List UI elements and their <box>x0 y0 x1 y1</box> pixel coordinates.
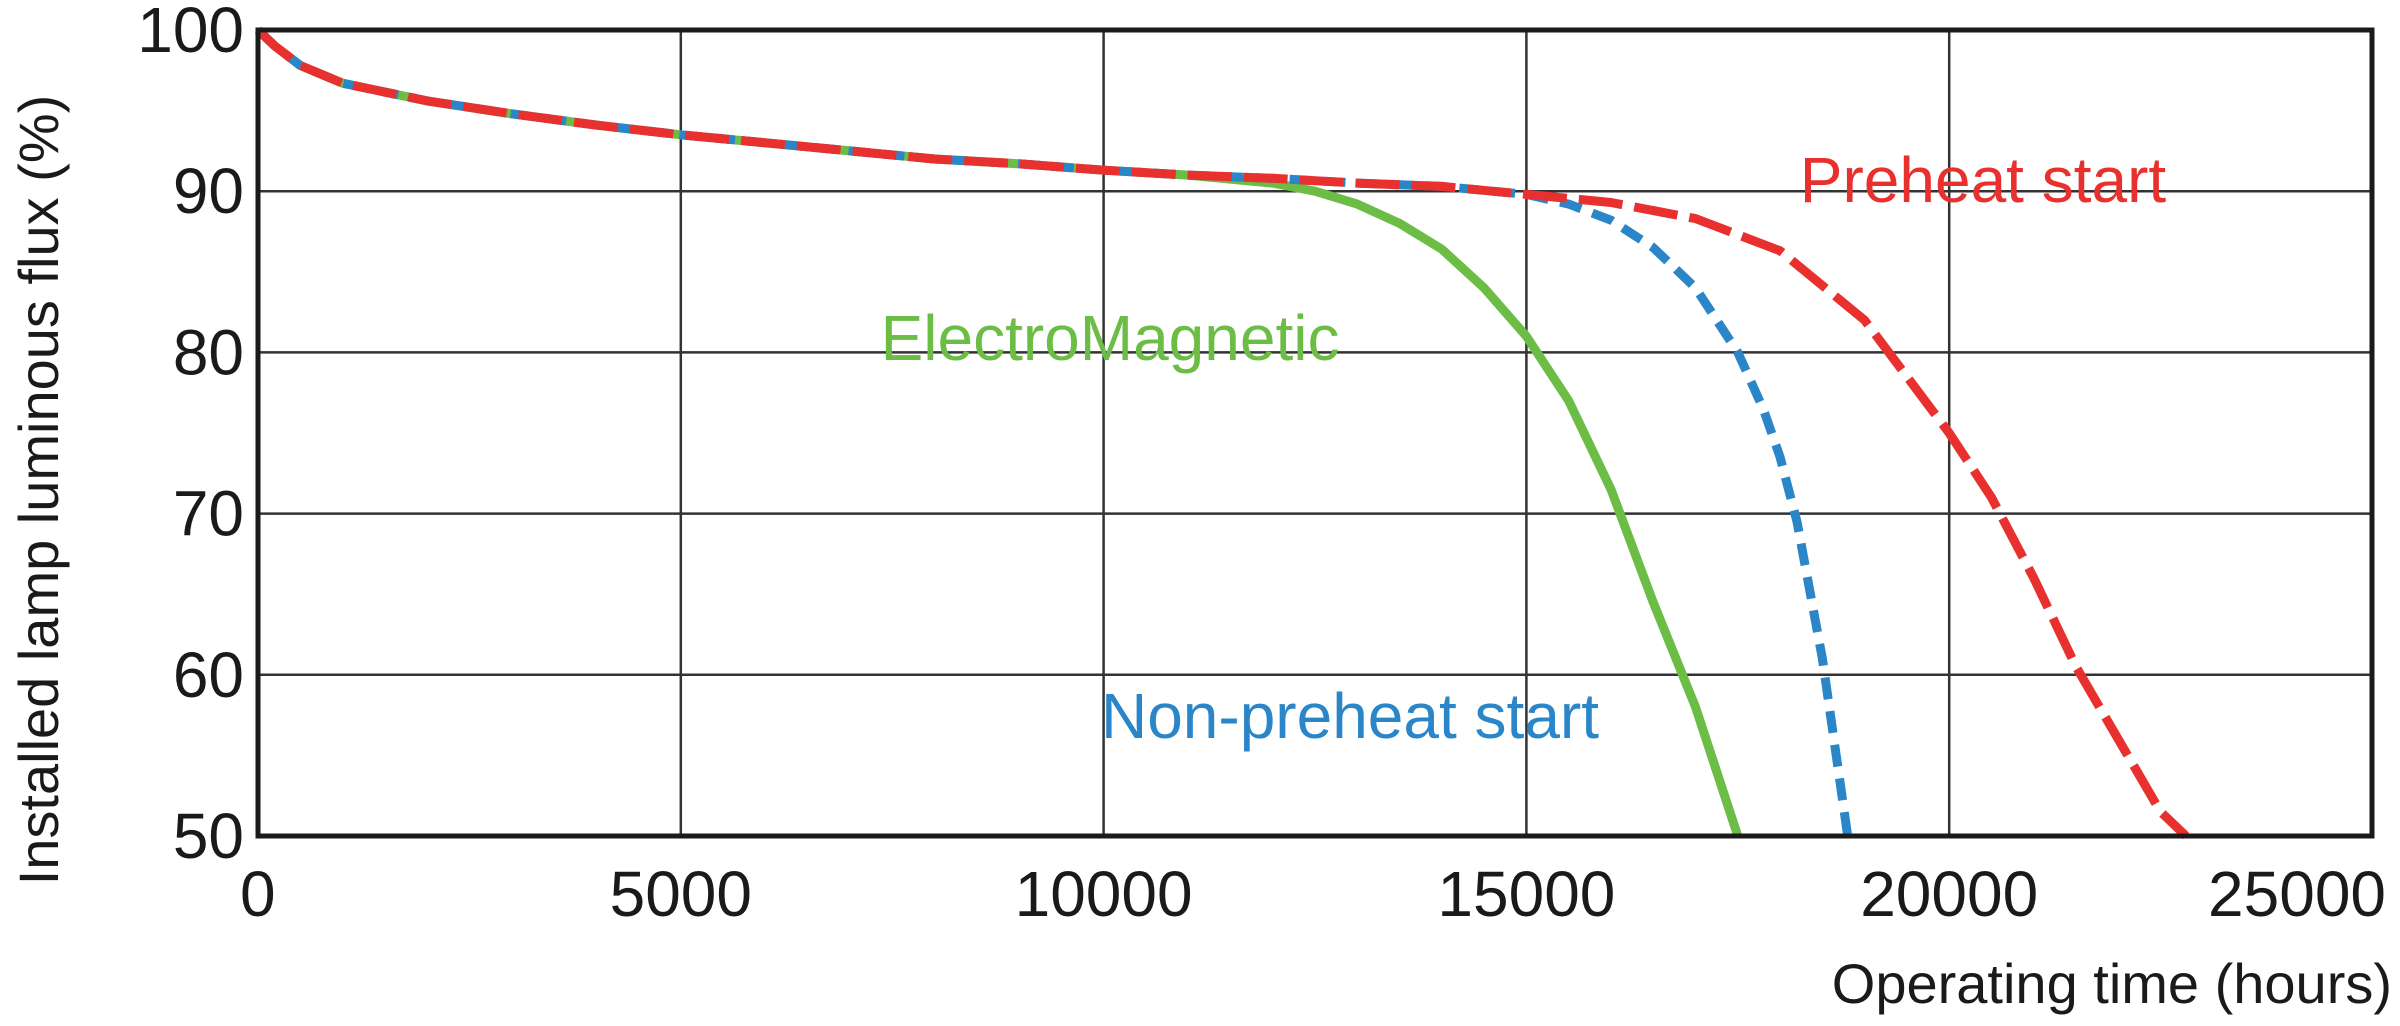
series-lines <box>254 26 2190 840</box>
y-tick-label: 80 <box>173 316 244 388</box>
plot-frame <box>255 27 2375 839</box>
label-electromagnetic: ElectroMagnetic <box>881 302 1340 374</box>
y-tick-label: 70 <box>173 478 244 550</box>
x-tick-label: 0 <box>240 858 276 930</box>
series-line-preheat-start <box>254 26 2190 840</box>
tick-labels: 50 60 70 80 90 100 0 5000 10000 15000 20000 25000 <box>137 0 2386 930</box>
x-tick-label: 25000 <box>2208 858 2386 930</box>
x-axis-title: Operating time (hours) <box>1832 952 2392 1015</box>
series-line-non-preheat-start <box>254 26 1853 837</box>
y-axis-title: Installed lamp luminous flux (%) <box>7 95 70 886</box>
y-tick-label: 90 <box>173 155 244 227</box>
x-tick-label: 10000 <box>1015 858 1193 930</box>
x-tick-label: 20000 <box>1860 858 2038 930</box>
y-tick-label: 100 <box>137 0 244 66</box>
label-preheat-start: Preheat start <box>1800 144 2167 216</box>
y-tick-label: 50 <box>173 800 244 872</box>
x-tick-label: 15000 <box>1437 858 1615 930</box>
label-non-preheat-start: Non-preheat start <box>1101 680 1599 752</box>
x-tick-label: 5000 <box>610 858 752 930</box>
y-tick-label: 60 <box>173 639 244 711</box>
